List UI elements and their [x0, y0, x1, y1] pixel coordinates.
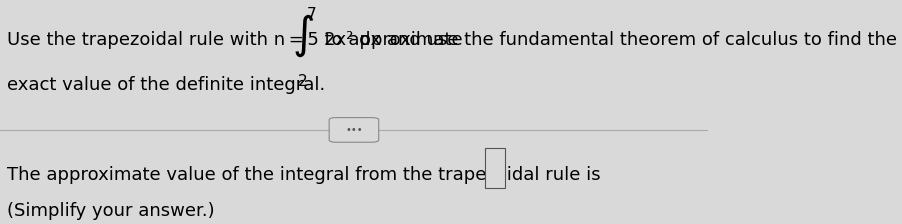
Text: The approximate value of the integral from the trapezoidal rule is: The approximate value of the integral fr… [7, 166, 606, 184]
Text: (Simplify your answer.): (Simplify your answer.) [7, 202, 215, 220]
Text: $\int$: $\int$ [292, 13, 314, 59]
FancyBboxPatch shape [485, 148, 505, 188]
FancyBboxPatch shape [329, 118, 379, 142]
Text: Use the trapezoidal rule with n = 5 to approximate: Use the trapezoidal rule with n = 5 to a… [7, 31, 468, 49]
Text: •••: ••• [345, 125, 363, 135]
Text: 2x² dx and use the fundamental theorem of calculus to find the: 2x² dx and use the fundamental theorem o… [324, 31, 897, 49]
Text: 2: 2 [299, 74, 308, 89]
Text: exact value of the definite integral.: exact value of the definite integral. [7, 76, 326, 94]
Text: 7: 7 [307, 7, 317, 22]
